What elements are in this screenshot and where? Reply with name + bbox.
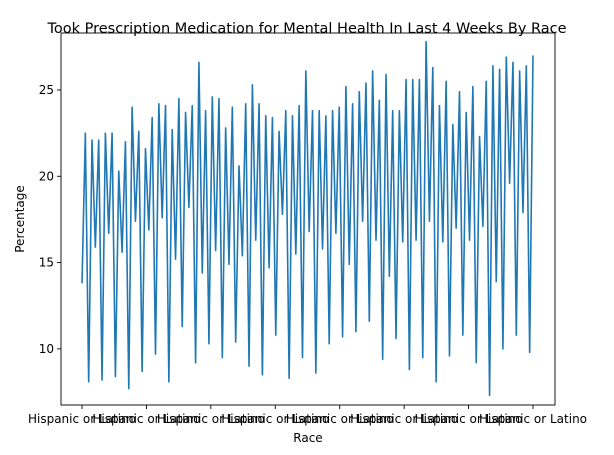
chart-title: Took Prescription Medication for Mental … [46,21,566,37]
x-axis-label: Race [293,431,322,445]
x-tick-label: Hispanic or Latino [479,412,587,426]
y-tick-label: 20 [39,169,54,183]
series-line [81,40,534,397]
x-tick-label: Hispanic or Latino [350,412,458,426]
x-tick-label: Hispanic or Latino [415,412,523,426]
x-tick-label: Hispanic or Latino [157,412,265,426]
y-tick-label: 10 [39,342,54,356]
x-tick-label: Hispanic or Latino [28,412,136,426]
x-tick-label: Hispanic or Latino [221,412,329,426]
y-axis-ticks: 10 15 20 25 [39,83,61,356]
y-axis-label: Percentage [13,185,27,253]
x-tick-label: Hispanic or Latino [286,412,394,426]
plot-frame [60,32,556,406]
y-tick-label: 15 [39,256,54,270]
y-tick-label: 25 [39,83,54,97]
x-tick-label: Hispanic or Latino [92,412,200,426]
